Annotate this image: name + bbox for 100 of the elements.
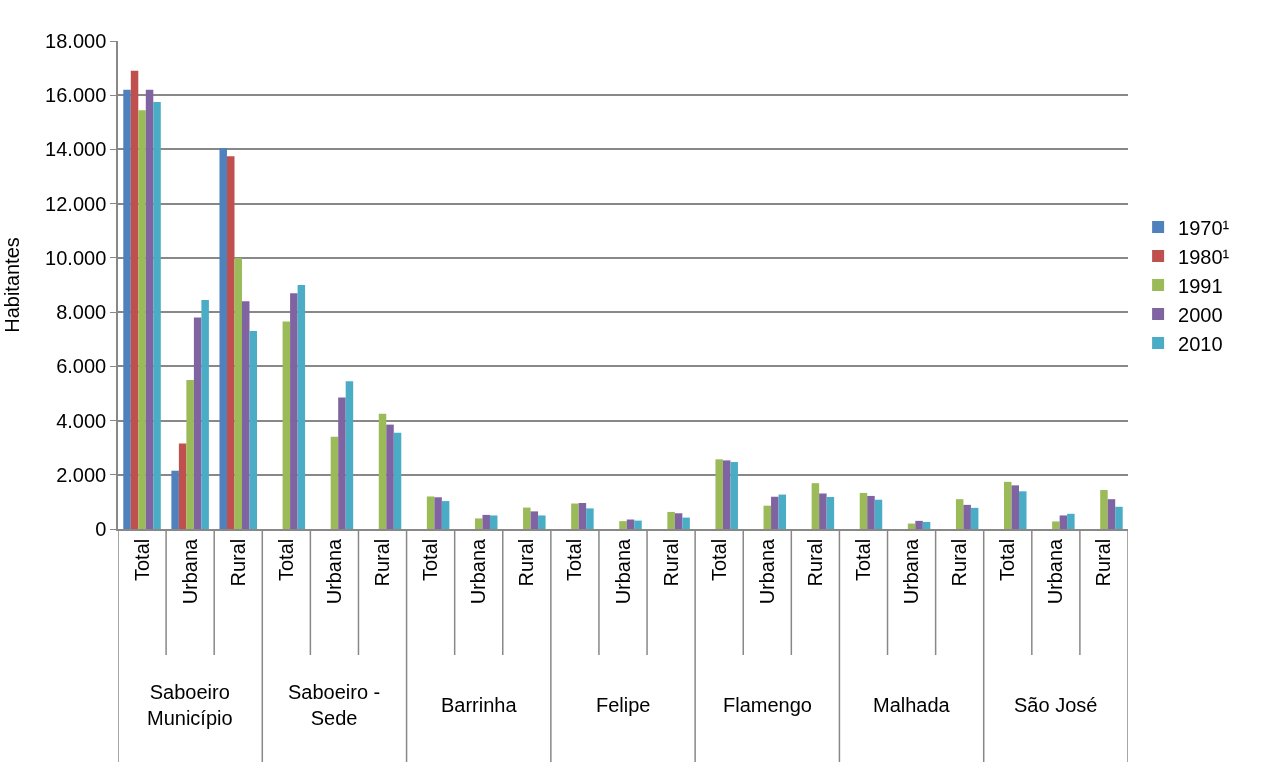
y-tick-label: 2.000 [56, 463, 107, 486]
bar [393, 432, 402, 529]
bar [778, 494, 787, 529]
bar [1004, 481, 1012, 529]
x-tick-label: Rural [515, 538, 538, 587]
bar [1107, 499, 1116, 529]
bar [674, 513, 683, 529]
y-axis-title: Habitantes [1, 237, 24, 333]
bar [1100, 489, 1108, 529]
x-tick-label: Urbana [900, 537, 923, 605]
bar [811, 483, 820, 529]
x-tick-label: Urbana [178, 537, 201, 605]
y-tick-label: 8.000 [56, 301, 107, 324]
bar [123, 89, 131, 529]
x-tick-label: Rural [948, 538, 971, 587]
text: Saboeiro Município [147, 681, 233, 729]
bar [474, 518, 483, 529]
bar [586, 508, 594, 529]
bar [201, 299, 209, 529]
bar [241, 301, 250, 529]
bar [345, 381, 354, 529]
x-tick-label: Rural [1092, 538, 1115, 587]
bar [338, 397, 346, 529]
bar [634, 520, 642, 529]
bar [763, 505, 772, 529]
bar [186, 379, 194, 529]
bar [1067, 513, 1075, 529]
bar [826, 497, 835, 529]
x-tick-label: Urbana [467, 537, 490, 605]
bar [441, 501, 450, 529]
bar [138, 110, 146, 529]
bar [571, 503, 579, 529]
text: São José [1014, 694, 1098, 716]
text: Felipe [596, 694, 651, 716]
bar [874, 499, 883, 529]
x-tick-label: Urbana [1044, 537, 1067, 605]
text: Barrinha [441, 694, 518, 716]
y-tick-label: 18.000 [45, 30, 107, 52]
bar [722, 460, 731, 529]
legend-label: 2010 [1178, 332, 1223, 355]
y-tick-label: 16.000 [45, 84, 107, 107]
bar [730, 462, 738, 529]
bar [145, 89, 154, 529]
y-tick-label: 0 [95, 518, 107, 540]
y-tick-label: 14.000 [45, 138, 107, 161]
bar [963, 504, 971, 529]
x-tick-label: Rural [226, 538, 249, 587]
y-tick-label: 12.000 [45, 192, 107, 215]
x-tick-label: Urbana [755, 537, 778, 605]
bar [619, 521, 627, 529]
x-tick-label: Total [563, 538, 586, 581]
bar [1019, 491, 1027, 529]
bar [482, 514, 490, 529]
bar [386, 424, 394, 529]
x-tick-label: Total [419, 538, 442, 581]
bar [715, 459, 723, 529]
bar [1115, 506, 1123, 529]
bar [426, 496, 435, 529]
x-tick-label: Urbana [322, 537, 345, 605]
x-tick-label: Rural [659, 538, 682, 587]
bar [523, 507, 531, 529]
x-tick-label: Total [274, 538, 297, 581]
bar [290, 293, 298, 529]
x-tick-label: Total [130, 538, 153, 581]
x-tick-label: Total [707, 538, 730, 581]
bar [378, 413, 387, 529]
bar [771, 496, 779, 529]
bar [193, 317, 202, 529]
bar [682, 517, 690, 529]
x-tick-label: Total [851, 538, 874, 581]
bar [867, 495, 875, 529]
bar [171, 470, 179, 529]
bar [922, 521, 931, 529]
text: Malhada [873, 694, 951, 716]
legend-label: 1980¹ [1178, 245, 1230, 268]
y-tick-label: 10.000 [45, 246, 107, 269]
text: Saboeiro - Sede [288, 681, 381, 729]
legend-label: 2000 [1178, 303, 1223, 326]
bar [955, 499, 964, 529]
bar [538, 515, 546, 529]
bar [130, 70, 139, 529]
x-tick-label: Total [996, 538, 1019, 581]
y-tick-label: 6.000 [56, 355, 107, 378]
y-tick-label: 4.000 [56, 409, 107, 432]
bar [667, 511, 675, 529]
bar [1059, 515, 1068, 529]
x-tick-label: Rural [803, 538, 826, 587]
x-tick-label: Rural [371, 538, 394, 587]
legend-label: 1991 [1178, 274, 1223, 297]
text: Flamengo [723, 694, 812, 716]
legend-label: 1970¹ [1178, 216, 1230, 239]
bar [178, 443, 187, 529]
bar [249, 331, 257, 529]
bar [915, 520, 923, 529]
bar [330, 436, 339, 529]
x-tick-label: Urbana [611, 537, 634, 605]
bar [970, 507, 979, 529]
bar [226, 156, 235, 529]
bar [434, 497, 442, 529]
bar [1052, 521, 1060, 529]
